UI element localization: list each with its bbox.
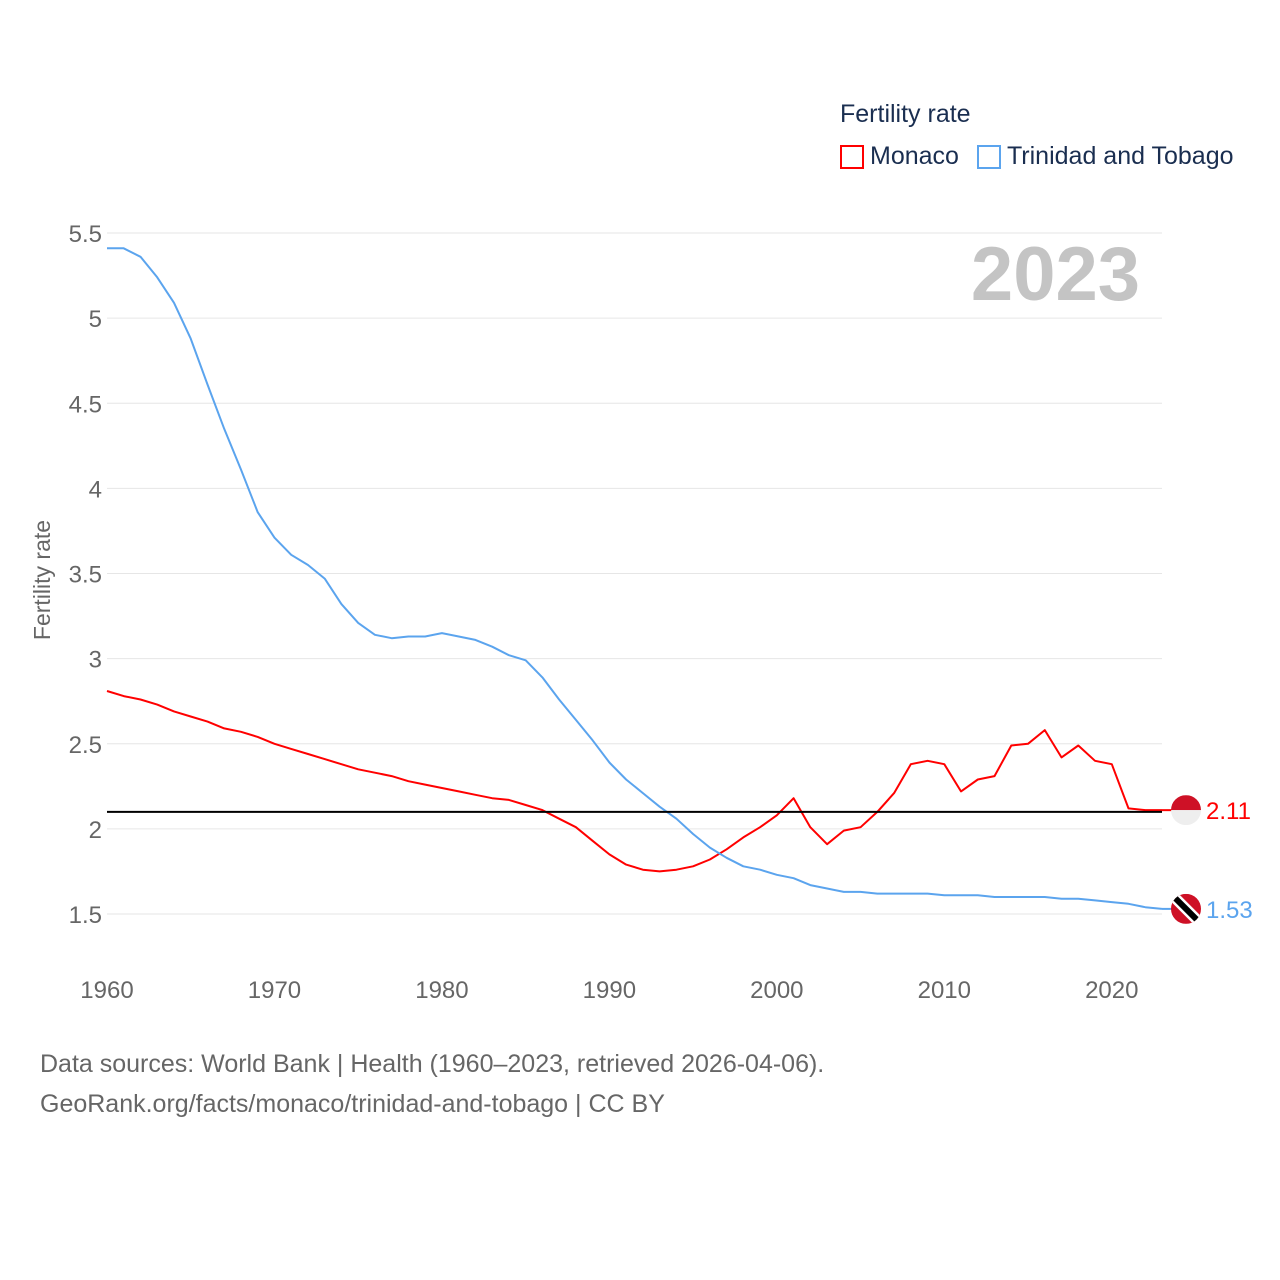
x-tick-label: 1980 [415, 977, 468, 1004]
trinidad-and-tobago-flag-icon [1171, 893, 1201, 924]
x-tick-label: 2000 [750, 977, 803, 1004]
legend-swatch-trinidad [976, 144, 1001, 169]
y-tick-label: 2.5 [69, 732, 102, 759]
y-tick-label: 3 [89, 647, 102, 674]
x-tick-label: 2020 [1085, 977, 1138, 1004]
legend-item-trinidad[interactable]: Trinidad and Tobago [976, 142, 1234, 171]
y-tick-label: 5.5 [69, 221, 102, 248]
legend-label-monaco: Monaco [870, 142, 959, 170]
x-tick-label: 2010 [918, 977, 971, 1004]
legend-item-monaco[interactable]: Monaco [840, 142, 959, 171]
y-axis-label: Fertility rate [29, 520, 55, 640]
monaco-flag-icon [1171, 795, 1201, 826]
y-tick-label: 4.5 [69, 391, 102, 418]
year-label: 2023 [971, 232, 1140, 317]
legend-title: Fertility rate [840, 100, 971, 128]
end-value-label: 2.11 [1206, 798, 1251, 825]
x-tick-label: 1990 [583, 977, 636, 1004]
series-line-trinidad-and-tobago [107, 247, 1163, 910]
x-tick-label: 1970 [248, 977, 301, 1004]
end-value-label: 1.53 [1206, 897, 1253, 924]
y-tick-label: 1.5 [69, 902, 102, 929]
y-tick-label: 3.5 [69, 562, 102, 589]
data-source-text: Data sources: World Bank | Health (1960–… [40, 1050, 825, 1078]
footer: Data sources: World Bank | Health (1960–… [40, 1044, 824, 1124]
legend-label-trinidad: Trinidad and Tobago [1006, 142, 1234, 170]
y-tick-label: 5 [89, 306, 102, 333]
source-url-text[interactable]: GeoRank.org/facts/monaco/trinidad-and-to… [40, 1090, 665, 1118]
legend-swatch-monaco [840, 144, 864, 169]
x-tick-label: 1960 [80, 977, 133, 1004]
y-tick-label: 2 [89, 817, 102, 844]
series-line-monaco [106, 690, 1162, 873]
legend: Monaco Trinidad and Tobago [840, 142, 1252, 171]
y-tick-label: 4 [89, 476, 102, 503]
